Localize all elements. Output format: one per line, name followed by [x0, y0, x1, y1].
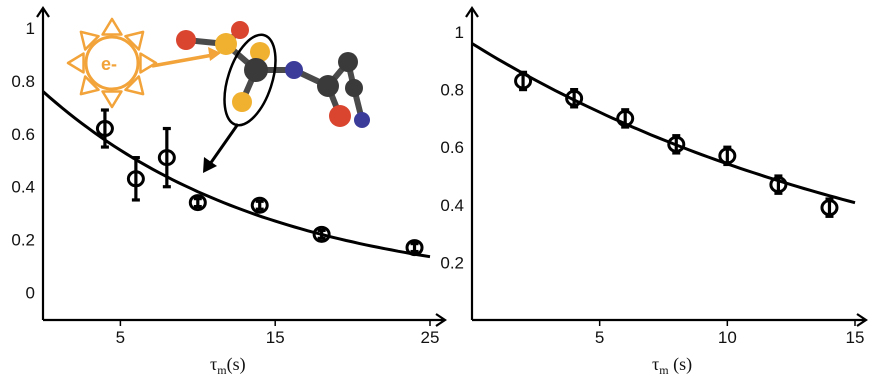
left-y-axis	[36, 6, 50, 320]
right-y-tick-labels: 0.2 0.4 0.6 0.8 1	[440, 23, 464, 272]
right-x-axis	[472, 313, 868, 327]
y-tick-label: 0.2	[440, 253, 464, 272]
point-marker	[312, 225, 331, 243]
molecule-icon	[176, 21, 370, 128]
carbon-atom	[244, 58, 268, 82]
point-marker	[769, 176, 788, 194]
data-point	[718, 145, 737, 167]
left-data-points	[95, 108, 424, 257]
point-marker	[126, 170, 145, 188]
sun-ray	[124, 75, 145, 96]
electron-transfer-arrow	[151, 47, 221, 68]
highlight-ellipse	[223, 33, 277, 127]
point-marker	[95, 120, 114, 138]
data-point	[667, 134, 686, 155]
sulfur-atom	[250, 42, 270, 62]
nitrogen-atom	[354, 112, 370, 128]
sulfur-atom	[232, 92, 252, 112]
data-point	[188, 194, 207, 212]
x-tick-label: 10	[718, 328, 737, 347]
right-y-axis	[465, 6, 479, 320]
x-tick-label: 5	[116, 328, 125, 347]
sun-ray	[139, 52, 158, 74]
point-marker	[188, 194, 207, 212]
left-x-axis	[43, 313, 447, 327]
left-x-axis-label: τm(s)	[210, 354, 246, 377]
y-tick-label: 0.8	[440, 81, 464, 100]
carbon-atom	[317, 75, 339, 97]
nitrogen-atom	[285, 61, 303, 79]
point-marker	[667, 135, 686, 153]
sun-ray	[79, 75, 100, 96]
right-x-axis-label-main: τ	[652, 354, 659, 374]
sun-ray	[101, 90, 123, 109]
point-marker	[405, 239, 424, 257]
data-point	[769, 174, 788, 195]
y-tick-label: 0.4	[440, 196, 464, 215]
sun-electron-label: e-	[101, 54, 117, 74]
y-tick-label: 0.6	[11, 125, 35, 144]
y-tick-label: 0.4	[11, 178, 35, 197]
data-point	[405, 239, 424, 257]
y-tick-label: 0	[26, 284, 35, 303]
left-y-tick-labels: 0 0.2 0.4 0.6 0.8 1	[11, 19, 35, 303]
data-point	[565, 87, 584, 109]
y-tick-label: 0.2	[11, 231, 35, 250]
data-point	[95, 108, 114, 149]
left-fit-curve	[42, 90, 431, 259]
left-x-tick-labels: 5 15 25	[116, 320, 440, 347]
data-point	[514, 70, 533, 92]
data-point	[312, 225, 331, 243]
left-panel: 0 0.2 0.4 0.6 0.8 1 5 15 25 τm(s) e-	[11, 6, 447, 377]
sulfur-atom	[215, 33, 237, 55]
oxygen-atom	[329, 105, 351, 127]
y-tick-label: 0.8	[11, 72, 35, 91]
data-point	[250, 196, 269, 214]
y-tick-label: 1	[455, 23, 464, 42]
right-x-axis-label: τm (s)	[652, 354, 692, 377]
right-fit-curve	[471, 42, 856, 205]
x-tick-label: 25	[421, 328, 440, 347]
x-tick-label: 5	[595, 328, 604, 347]
point-marker	[820, 199, 839, 217]
x-tick-label: 15	[266, 328, 285, 347]
point-marker	[157, 149, 176, 167]
left-x-axis-label-sub: m	[217, 363, 227, 377]
left-x-axis-label-unit: (s)	[227, 354, 246, 375]
oxygen-atom	[231, 21, 249, 39]
sun-ray	[66, 52, 85, 74]
sun-ray	[124, 30, 145, 51]
sun-disc	[84, 35, 140, 91]
left-x-axis-label-main: τ	[210, 354, 217, 374]
data-point	[616, 108, 635, 129]
right-x-axis-label-sub: m	[659, 363, 669, 377]
right-x-tick-labels: 5 10 15	[595, 320, 865, 347]
y-tick-label: 1	[26, 19, 35, 38]
carbon-atom	[345, 79, 363, 97]
right-panel: 0.2 0.4 0.6 0.8 1 5 10 15 τm (s)	[440, 6, 868, 377]
point-marker	[250, 196, 269, 214]
sun-ray	[101, 17, 123, 36]
data-point	[157, 126, 176, 189]
x-tick-label: 15	[846, 328, 865, 347]
data-point	[820, 197, 839, 218]
point-marker	[565, 89, 584, 107]
carbon-atom	[338, 52, 358, 72]
point-marker	[718, 147, 737, 165]
sun-ray	[79, 30, 100, 51]
oxygen-atom	[176, 30, 196, 50]
sun-rays	[66, 17, 158, 109]
right-x-axis-label-unit: (s)	[669, 354, 693, 375]
right-data-points	[514, 70, 839, 218]
point-marker	[616, 109, 635, 127]
point-marker	[514, 72, 533, 90]
y-tick-label: 0.6	[440, 138, 464, 157]
sun-icon: e-	[66, 17, 158, 109]
pointer-arrow	[203, 123, 240, 173]
data-point	[126, 156, 145, 202]
